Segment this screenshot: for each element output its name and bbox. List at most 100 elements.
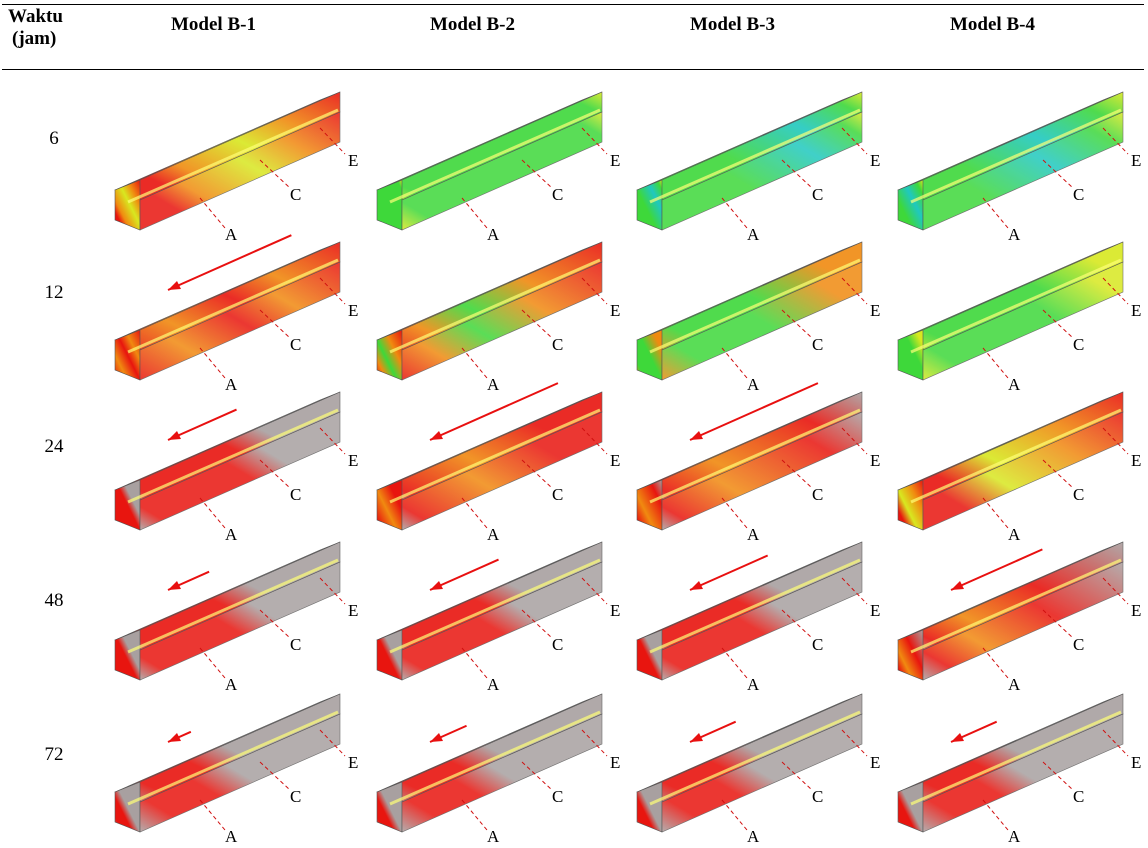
beam-lower-face [401, 713, 603, 833]
section-line [982, 799, 1009, 831]
section-label: A [747, 675, 760, 694]
section-label: E [870, 601, 880, 620]
section-label: E [1131, 151, 1141, 170]
beam-groove [389, 710, 601, 806]
section-label: C [1073, 787, 1084, 806]
beam-end-face [636, 629, 663, 681]
beam-groove [649, 558, 861, 654]
beam-lower-face [922, 411, 1124, 531]
section-line [319, 427, 346, 455]
beam-groove [127, 558, 339, 654]
direction-arrow [429, 382, 559, 441]
beam-contour-cell: A C E [110, 234, 372, 394]
section-label: E [348, 451, 358, 470]
beam-groove [649, 108, 861, 204]
section-line [319, 127, 346, 155]
beam-lower-face [661, 261, 863, 381]
beam-end-face [897, 629, 924, 681]
section-label: A [1008, 375, 1021, 394]
section-line [721, 647, 748, 679]
section-line [982, 497, 1009, 529]
beam-groove [910, 710, 1122, 806]
beam-groove [649, 408, 861, 504]
time-header-line2: (jam) [12, 28, 57, 49]
beam-lower-face [139, 261, 341, 381]
direction-arrow-head [690, 431, 703, 440]
section-line [841, 427, 868, 455]
beam-lower-face [139, 561, 341, 681]
section-label: A [747, 525, 760, 544]
direction-arrow [689, 382, 819, 441]
section-label: A [487, 375, 500, 394]
beam-end-face [114, 479, 141, 531]
section-label: C [290, 787, 301, 806]
beam-contour-cell: A C E [893, 390, 1148, 544]
beam-contour-plot: A C E [114, 693, 358, 846]
beam-end-face [897, 179, 924, 231]
beam-lower-face [922, 561, 1124, 681]
beam-end-face [114, 329, 141, 381]
beam-contour-plot: A C E [114, 541, 358, 694]
section-line [982, 647, 1009, 679]
beam-groove [127, 408, 339, 504]
beam-lower-face [401, 111, 603, 231]
section-label: E [348, 151, 358, 170]
section-label: C [290, 185, 301, 204]
direction-arrow-head [168, 281, 181, 290]
table-top-rule [2, 4, 1144, 5]
section-line [841, 127, 868, 155]
section-label: E [1131, 753, 1141, 772]
section-label: E [1131, 601, 1141, 620]
section-line [319, 577, 346, 605]
section-label: C [1073, 635, 1084, 654]
section-line [581, 427, 608, 455]
section-line [841, 577, 868, 605]
beam-groove [127, 710, 339, 806]
section-line [199, 647, 226, 679]
section-line [461, 497, 488, 529]
time-header-line1: Waktu [8, 6, 63, 27]
beam-end-face [376, 179, 403, 231]
section-label: C [552, 335, 563, 354]
section-label: E [348, 753, 358, 772]
beam-contour-cell: A C E [632, 382, 894, 544]
section-label: E [870, 753, 880, 772]
beam-groove [910, 108, 1122, 204]
beam-lower-face [661, 713, 863, 833]
direction-arrow [950, 548, 1043, 591]
beam-end-face [636, 329, 663, 381]
section-line [199, 347, 226, 379]
section-label: E [870, 151, 880, 170]
beam-lower-face [139, 713, 341, 833]
section-label: E [610, 301, 620, 320]
section-label: E [348, 301, 358, 320]
beam-contour-plot: A C E [376, 541, 620, 694]
section-label: A [225, 675, 238, 694]
section-label: A [487, 525, 500, 544]
section-label: C [1073, 485, 1084, 504]
beam-contour-cell: A C E [632, 692, 894, 846]
section-label: C [552, 485, 563, 504]
section-line [1102, 277, 1129, 305]
section-line [721, 197, 748, 229]
beam-contour-plot: A C E [636, 541, 880, 694]
beam-end-face [636, 179, 663, 231]
section-label: C [812, 787, 823, 806]
direction-arrow-head [430, 431, 443, 440]
direction-arrow-head [168, 581, 181, 590]
beam-groove [910, 258, 1122, 354]
time-label: 72 [44, 744, 64, 765]
direction-arrow [689, 554, 769, 591]
beam-end-face [376, 479, 403, 531]
beam-groove [389, 258, 601, 354]
section-label: E [610, 601, 620, 620]
beam-end-face [376, 329, 403, 381]
section-line [461, 197, 488, 229]
beam-contour-plot: A C E [376, 693, 620, 846]
beam-contour-plot: A C E [114, 234, 358, 394]
direction-arrow [429, 558, 499, 591]
beam-groove [649, 258, 861, 354]
beam-end-face [376, 629, 403, 681]
beam-contour-cell: A C E [110, 90, 372, 244]
section-line [199, 497, 226, 529]
